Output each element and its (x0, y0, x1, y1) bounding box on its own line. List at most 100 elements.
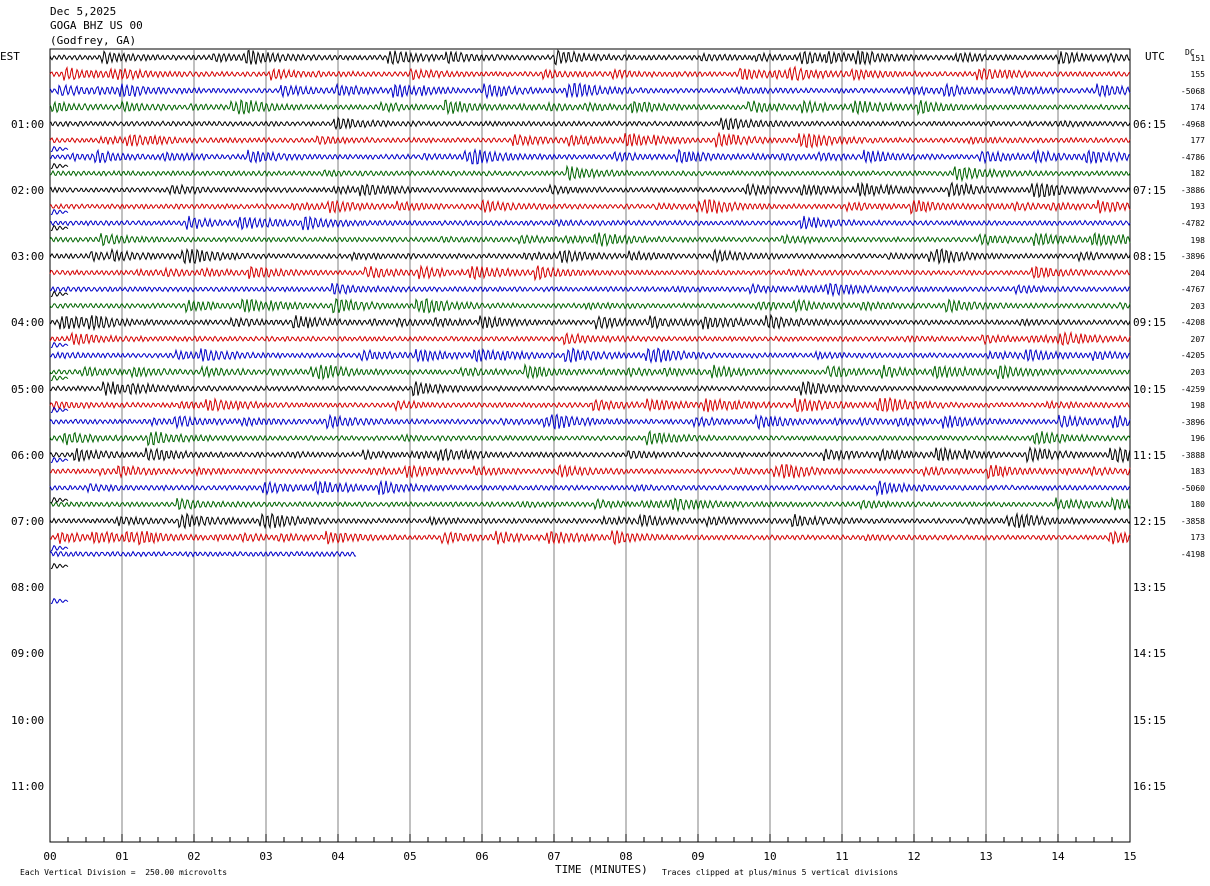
trace-row-16 (49, 298, 1131, 314)
dc-offset-label: -3858 (1180, 516, 1205, 526)
dc-offset-label: 183 (1190, 467, 1205, 477)
trace-fragment (50, 290, 69, 298)
trace-row-25 (49, 446, 1131, 464)
right-zone-label: UTC (1145, 50, 1165, 63)
x-tick-label: 04 (331, 850, 345, 863)
trace-row-20 (49, 362, 1131, 381)
dc-offset-label: 198 (1190, 401, 1205, 411)
trace-fragment (50, 208, 69, 216)
trace-row-13 (49, 247, 1131, 265)
trace-row-18 (49, 330, 1131, 346)
trace-row-23 (49, 413, 1131, 431)
dc-offset-label: -3896 (1180, 417, 1205, 427)
trace-row-1 (49, 49, 1131, 66)
left-zone-label: EST (0, 50, 20, 63)
chart-date: Dec 5,2025 (50, 5, 117, 18)
x-tick-label: 02 (187, 850, 200, 863)
est-hour-label: 03:00 (11, 250, 45, 264)
grid-lines (49, 48, 1131, 843)
x-tick-label: 05 (403, 850, 416, 863)
utc-hour-label: 13:15 (1133, 581, 1167, 595)
trace-fragment (50, 162, 69, 170)
trace-fragment (50, 374, 69, 382)
x-tick-label: 12 (907, 850, 920, 863)
x-axis-ticks: 00 01 02 03 04 05 06 07 08 09 10 11 12 13 14 15 (43, 834, 1137, 863)
utc-hour-label: 09:15 (1133, 316, 1167, 330)
scale-note: Each Vertical Division = 250.00 microvol… (20, 868, 228, 877)
utc-hour-label: 16:15 (1133, 779, 1167, 793)
x-tick-label: 01 (115, 850, 128, 863)
trace-row-27 (49, 479, 1131, 497)
dc-label: DC (1185, 48, 1195, 57)
est-hour-label: 05:00 (11, 382, 45, 396)
x-tick-label: 09 (691, 850, 704, 863)
trace-fragment (50, 406, 69, 414)
trace-fragment (50, 341, 69, 349)
x-tick-label: 06 (475, 850, 488, 863)
trace-row-9 (49, 181, 1131, 199)
dc-offset-label: 180 (1190, 500, 1205, 510)
trace-row-3 (49, 82, 1131, 100)
dc-offset-label: 196 (1190, 434, 1205, 444)
dc-offset-label: 207 (1190, 334, 1205, 344)
trace-fragment (50, 145, 69, 153)
x-tick-label: 10 (763, 850, 776, 863)
dc-offset-label: 203 (1190, 301, 1205, 311)
trace-fragment (50, 456, 69, 464)
dc-offset-label: -4208 (1180, 318, 1205, 328)
dc-offset-label: -5068 (1180, 86, 1205, 96)
utc-hour-label: 06:15 (1133, 117, 1167, 131)
x-tick-label: 13 (979, 850, 992, 863)
utc-hour-label: 15:15 (1133, 713, 1167, 727)
trace-row-17 (49, 313, 1131, 332)
dc-offset-label: 204 (1190, 268, 1205, 278)
utc-hour-label: 14:15 (1133, 647, 1167, 661)
dc-offset-label: -4786 (1180, 152, 1205, 162)
trace-row-30 (49, 530, 1131, 546)
est-hour-label: 09:00 (11, 647, 45, 661)
est-hour-label: 06:00 (11, 448, 45, 462)
dc-offset-label: -4198 (1180, 550, 1205, 559)
trace-row-12 (49, 231, 1131, 248)
trace-row-14 (49, 264, 1131, 282)
dc-offset-label: -4205 (1180, 351, 1205, 361)
plot-frame (49, 48, 1131, 843)
dc-offset-label: 198 (1190, 235, 1205, 245)
est-hour-label: 04:00 (11, 316, 45, 330)
trace-row-26 (49, 463, 1131, 480)
trace-row-21 (49, 380, 1131, 397)
est-hour-label: 10:00 (11, 713, 45, 727)
dc-offset-label: 182 (1190, 169, 1205, 179)
dc-offset-label: -3888 (1180, 450, 1205, 460)
dc-offset-label: 177 (1190, 136, 1205, 146)
dc-offset-label: -4782 (1180, 219, 1205, 228)
x-tick-label: 07 (547, 850, 560, 863)
trace-fragment (50, 224, 69, 232)
utc-hour-label: 08:15 (1133, 250, 1167, 264)
est-hour-label: 01:00 (11, 117, 45, 131)
clip-note: Traces clipped at plus/minus 5 vertical … (662, 868, 899, 877)
trace-row-22 (49, 396, 1131, 413)
trace-fragment (50, 597, 69, 605)
trace-row-29 (49, 511, 1131, 530)
x-tick-label: 14 (1051, 850, 1065, 863)
dc-offset-label: -3886 (1180, 185, 1205, 195)
dc-offset-label: -4968 (1180, 119, 1205, 129)
x-tick-label: 00 (43, 850, 56, 863)
trace-fragment (50, 496, 69, 504)
trace-row-19 (49, 347, 1131, 365)
dc-offset-label: -4767 (1180, 285, 1205, 295)
trace-fragment (50, 562, 69, 570)
dc-offset-label: 151 (1190, 53, 1205, 63)
trace-row-5 (49, 116, 1131, 131)
dc-offset-label: 155 (1190, 70, 1205, 80)
trace-row-2 (49, 65, 1131, 82)
trace-fragment (50, 544, 69, 552)
trace-row-15 (49, 282, 1131, 298)
dc-offset-label: -3896 (1180, 252, 1205, 262)
station-location: (Godfrey, GA) (50, 34, 137, 47)
dc-offset-label: 173 (1190, 533, 1205, 543)
dc-offset-label: 203 (1190, 367, 1205, 377)
trace-row-11 (49, 215, 1131, 231)
